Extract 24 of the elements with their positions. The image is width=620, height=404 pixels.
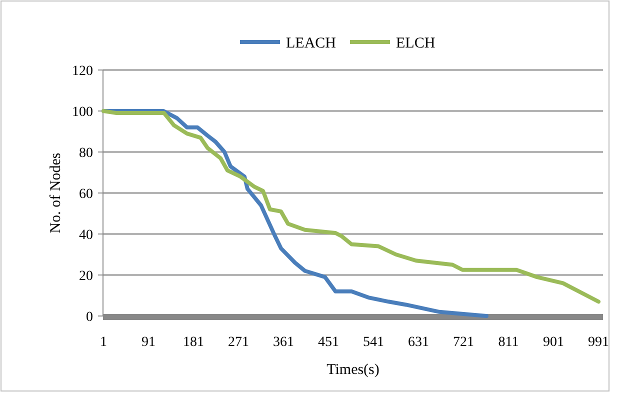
x-tick-label: 541 xyxy=(363,335,384,350)
x-tick-label: 271 xyxy=(228,335,249,350)
x-tick-label: 451 xyxy=(318,335,339,350)
x-tick-label: 91 xyxy=(142,335,156,350)
y-axis-title: No. of Nodes xyxy=(48,152,64,234)
x-axis-title: Times(s) xyxy=(326,362,380,378)
legend-label: LEACH xyxy=(286,35,336,52)
x-tick-label: 181 xyxy=(183,335,204,350)
x-tick-label: 721 xyxy=(453,335,474,350)
x-tick-label: 901 xyxy=(543,335,564,350)
x-tick-label: 811 xyxy=(498,335,519,350)
y-tick-label: 60 xyxy=(79,186,93,202)
y-tick-label: 120 xyxy=(72,64,93,79)
x-tick-label: 361 xyxy=(273,335,294,350)
legend-label: ELCH xyxy=(396,35,436,52)
y-tick-label: 80 xyxy=(79,146,93,161)
y-tick-label: 20 xyxy=(79,268,93,284)
x-tick-label: 991 xyxy=(588,335,609,350)
y-tick-label: 40 xyxy=(79,228,93,243)
y-tick-label: 100 xyxy=(72,104,93,120)
x-tick-label: 1 xyxy=(100,335,107,350)
line-series xyxy=(102,109,600,304)
y-tick-label: 0 xyxy=(86,310,93,325)
x-tick-label: 631 xyxy=(408,335,429,350)
